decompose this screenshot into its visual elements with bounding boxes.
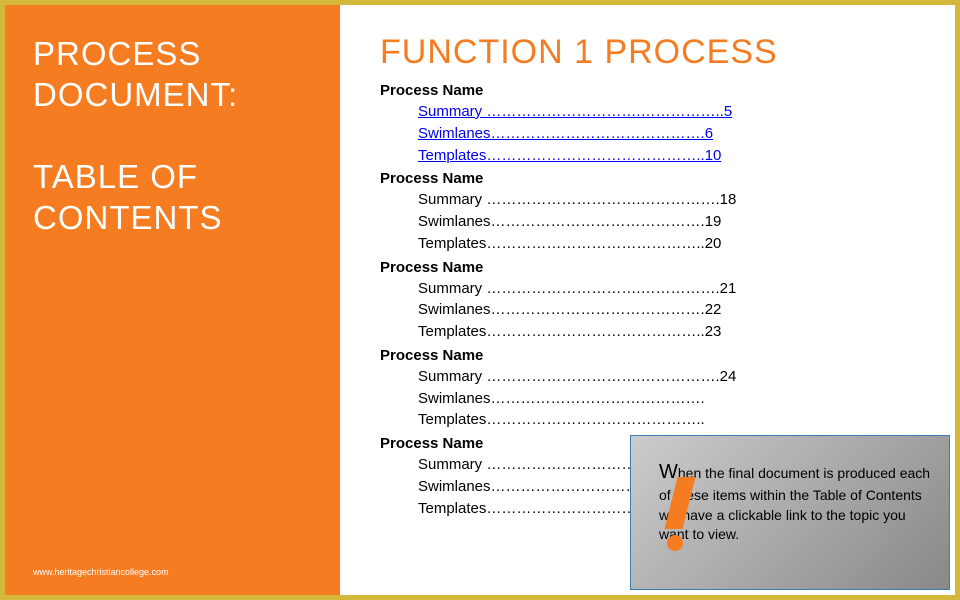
process-header: Process Name bbox=[380, 82, 915, 99]
toc-entry: Swimlanes…………………………………….22 bbox=[380, 299, 915, 321]
callout-text: hen the final document is produced each … bbox=[659, 465, 930, 542]
exclamation-dot bbox=[667, 535, 683, 551]
toc-entry[interactable]: Swimlanes…………………………………….6 bbox=[380, 123, 915, 145]
toc-entry: Templates……………………………………..20 bbox=[380, 233, 915, 255]
process-header: Process Name bbox=[380, 170, 915, 187]
toc-entry[interactable]: Templates……………………………………..10 bbox=[380, 145, 915, 167]
toc-entry: Templates…………………………………….. bbox=[380, 409, 915, 431]
callout-dropcap: W bbox=[659, 461, 678, 483]
right-panel: FUNCTION 1 PROCESS Process Name Summary …… bbox=[340, 5, 955, 595]
toc-entry: Swimlanes…………………………………….19 bbox=[380, 211, 915, 233]
toc-entry: Templates……………………………………..23 bbox=[380, 321, 915, 343]
process-header: Process Name bbox=[380, 347, 915, 364]
title-line-1: PROCESS bbox=[33, 35, 201, 72]
process-group: Process Name Summary ………………………….…………….21S… bbox=[380, 259, 915, 343]
doc-subtitle: TABLE OF CONTENTS bbox=[33, 156, 312, 239]
toc-entry: Summary ………………………….…………….24 bbox=[380, 366, 915, 388]
doc-title: PROCESS DOCUMENT: bbox=[33, 33, 312, 116]
toc-entry[interactable]: Summary ………………………….……………..5 bbox=[380, 101, 915, 123]
process-group: Process Name Summary ………………………….…………….24S… bbox=[380, 347, 915, 431]
process-header: Process Name bbox=[380, 259, 915, 276]
left-panel: PROCESS DOCUMENT: TABLE OF CONTENTS www.… bbox=[5, 5, 340, 595]
attribution-text: www.heritagechristiancollege.com bbox=[33, 567, 169, 577]
toc-entry: Summary ………………………….…………….21 bbox=[380, 278, 915, 300]
toc-entry: Swimlanes……………………………………. bbox=[380, 388, 915, 410]
subtitle-line-1: TABLE OF bbox=[33, 158, 198, 195]
page-frame: PROCESS DOCUMENT: TABLE OF CONTENTS www.… bbox=[0, 0, 960, 600]
subtitle-line-2: CONTENTS bbox=[33, 199, 223, 236]
main-heading: FUNCTION 1 PROCESS bbox=[380, 33, 915, 72]
process-group: Process Name Summary ………………………….……………..5S… bbox=[380, 82, 915, 166]
process-group: Process Name Summary ………………………….…………….18S… bbox=[380, 170, 915, 254]
toc-entry: Summary ………………………….…………….18 bbox=[380, 189, 915, 211]
title-line-2: DOCUMENT: bbox=[33, 76, 238, 113]
